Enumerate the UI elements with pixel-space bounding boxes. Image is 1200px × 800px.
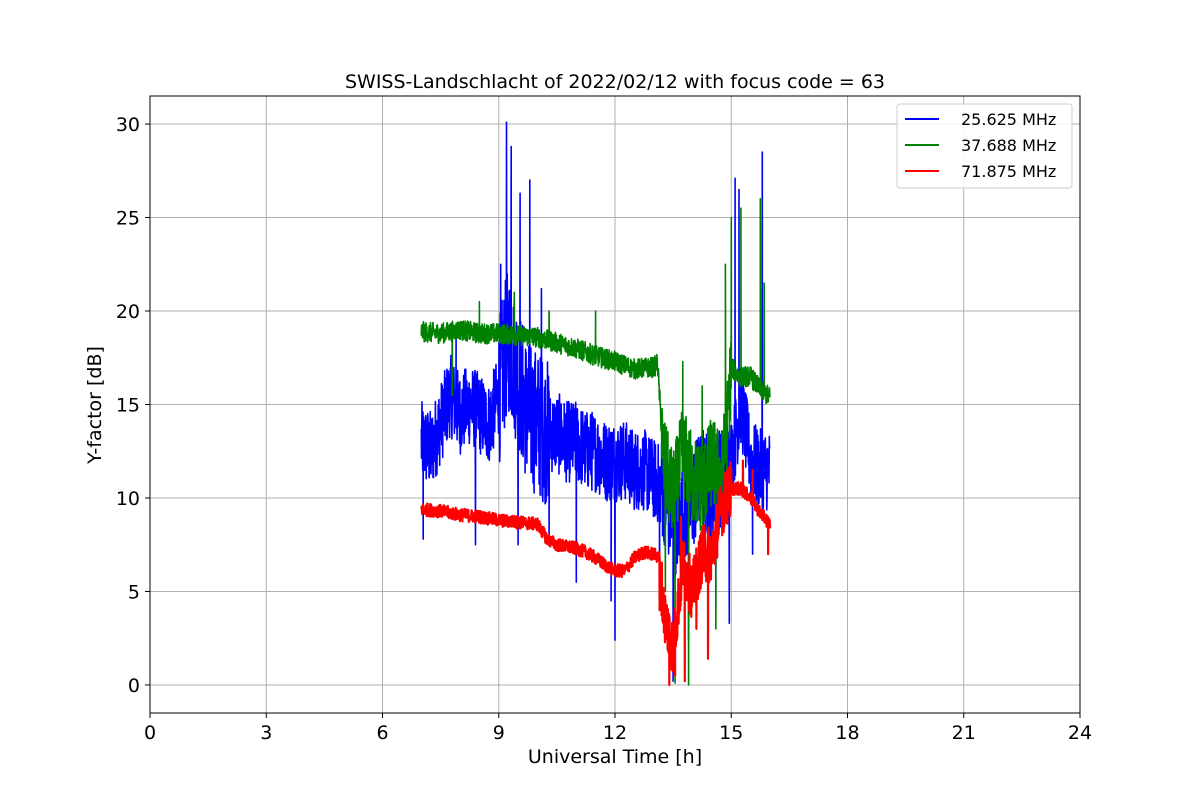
x-tick-label: 21 [952,722,976,744]
x-tick-label: 18 [835,722,859,744]
y-axis-label: Y-factor [dB] [84,346,106,465]
x-tick-label: 12 [603,722,627,744]
x-tick-label: 24 [1068,722,1092,744]
ticks: 0 3 6 9 12 15 18 21 24 0 5 10 15 20 25 30 [116,114,1092,744]
x-tick-label: 6 [376,722,388,744]
y-tick-label: 15 [116,395,140,417]
y-tick-label: 20 [116,301,140,323]
y-tick-label: 10 [116,488,140,510]
series-line-3 [420,459,772,687]
x-tick-label: 9 [493,722,505,744]
series-line-2 [420,198,771,686]
chart-title: SWISS-Landschlacht of 2022/02/12 with fo… [345,71,885,93]
y-tick-label: 25 [116,208,140,230]
y-tick-label: 30 [116,114,140,136]
y-tick-label: 0 [128,675,140,697]
x-tick-label: 3 [260,722,272,744]
legend: 25.625 MHz 37.688 MHz 71.875 MHz [896,103,1073,189]
series-line-1 [420,121,771,682]
x-tick-label: 0 [144,722,156,744]
plot-area [420,121,772,687]
series-layer [420,121,772,687]
x-axis-label: Universal Time [h] [528,746,702,768]
legend-entry: 37.688 MHz [961,136,1056,155]
legend-box [896,103,1073,189]
x-tick-label: 15 [719,722,743,744]
legend-entry: 25.625 MHz [961,110,1056,129]
legend-entry: 71.875 MHz [961,162,1056,181]
y-tick-label: 5 [128,581,140,603]
